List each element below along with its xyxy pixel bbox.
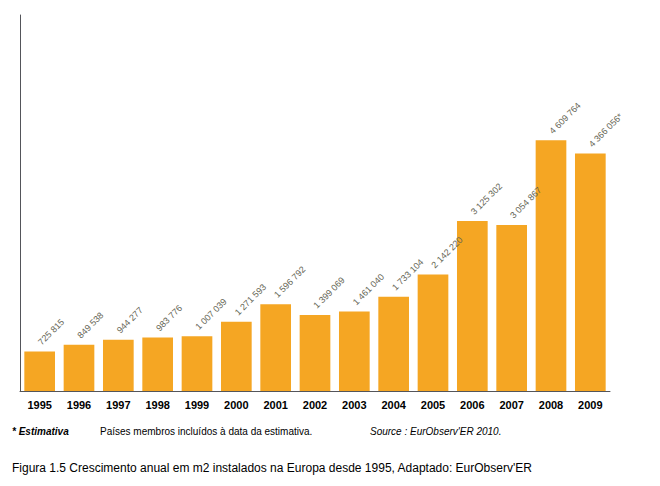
svg-text:849 538: 849 538 — [75, 310, 105, 340]
svg-text:2002: 2002 — [303, 399, 327, 411]
svg-text:Países membros incluídos à dat: Países membros incluídos à data da estim… — [100, 426, 312, 437]
svg-text:Source : EurObserv'ER 2010.: Source : EurObserv'ER 2010. — [370, 426, 501, 437]
svg-text:1998: 1998 — [145, 399, 169, 411]
svg-text:1 733 104: 1 733 104 — [390, 257, 425, 292]
svg-text:1 596 792: 1 596 792 — [272, 264, 307, 299]
svg-text:1 461 040: 1 461 040 — [351, 272, 386, 307]
svg-text:725 815: 725 815 — [36, 317, 66, 347]
svg-text:2004: 2004 — [381, 399, 406, 411]
svg-text:3 125 302: 3 125 302 — [469, 181, 504, 216]
svg-text:2001: 2001 — [263, 399, 287, 411]
svg-text:944 277: 944 277 — [115, 305, 145, 335]
svg-text:2000: 2000 — [224, 399, 248, 411]
svg-text:2008: 2008 — [539, 399, 563, 411]
svg-text:2005: 2005 — [421, 399, 445, 411]
svg-text:1 007 039: 1 007 039 — [193, 296, 228, 331]
svg-text:1999: 1999 — [185, 399, 209, 411]
svg-text:1997: 1997 — [106, 399, 130, 411]
svg-text:2009: 2009 — [578, 399, 602, 411]
svg-text:2 142 220: 2 142 220 — [429, 235, 464, 270]
svg-text:Figura 1.5 Crescimento anual e: Figura 1.5 Crescimento anual em m2 insta… — [12, 461, 532, 475]
svg-text:4 609 764: 4 609 764 — [547, 101, 582, 136]
svg-text:* Estimativa: * Estimativa — [12, 426, 69, 437]
svg-text:2003: 2003 — [342, 399, 366, 411]
svg-text:1995: 1995 — [27, 399, 51, 411]
svg-text:2006: 2006 — [460, 399, 484, 411]
svg-text:3 054 867: 3 054 867 — [508, 185, 543, 220]
svg-text:983 776: 983 776 — [154, 303, 184, 333]
svg-text:1 271 593: 1 271 593 — [233, 282, 268, 317]
svg-text:4 366 056*: 4 366 056* — [587, 111, 625, 149]
svg-text:1996: 1996 — [67, 399, 91, 411]
svg-text:1 399 069: 1 399 069 — [311, 275, 346, 310]
svg-text:2007: 2007 — [499, 399, 523, 411]
